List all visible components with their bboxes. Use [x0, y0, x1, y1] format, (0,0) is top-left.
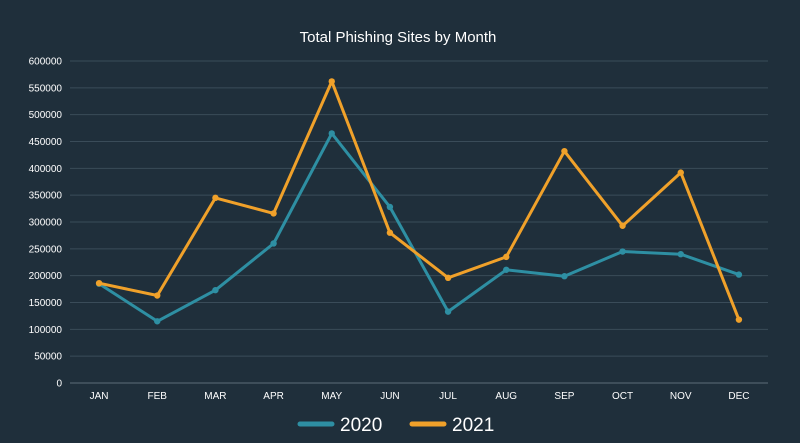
data-point	[270, 210, 277, 217]
x-axis-ticks: JAN FEB MAR APR MAY JUN JUL AUG SEP OCT NOV DEC	[90, 391, 750, 402]
x-tick-label: NOV	[670, 391, 692, 402]
data-point	[212, 286, 219, 294]
data-point	[735, 316, 743, 323]
y-tick-label: 50000	[34, 352, 62, 363]
x-tick-label: MAR	[204, 391, 226, 402]
y-axis-ticks: 0 50000 100000 150000 200000 250000 300000 3500…	[29, 57, 63, 390]
x-tick-label: JAN	[90, 391, 109, 402]
data-point	[503, 253, 510, 261]
series-layer	[95, 78, 743, 325]
y-tick-label: 500000	[29, 110, 63, 121]
series-line-2020	[97, 131, 741, 323]
data-point	[444, 274, 452, 282]
x-tick-label: JUN	[380, 391, 399, 402]
series-line-2021	[97, 79, 741, 322]
x-tick-label: OCT	[612, 391, 633, 402]
data-point	[677, 251, 684, 258]
legend-label: 2021	[452, 415, 494, 436]
data-point	[735, 271, 743, 278]
x-tick-label: DEC	[728, 391, 749, 402]
data-point	[95, 279, 103, 287]
y-tick-label: 600000	[29, 57, 63, 68]
data-point	[386, 203, 394, 211]
x-tick-label: MAY	[321, 391, 342, 402]
series-2021	[95, 78, 743, 323]
legend-item-2021: 2021	[409, 415, 494, 436]
data-point	[561, 273, 568, 280]
data-point	[328, 130, 335, 137]
y-tick-label: 300000	[29, 218, 63, 229]
legend-item-2020: 2020	[297, 415, 382, 436]
data-point	[328, 78, 335, 85]
x-tick-label: SEP	[554, 391, 574, 402]
data-point	[619, 222, 626, 229]
data-point	[154, 292, 161, 299]
y-tick-label: 450000	[29, 137, 63, 148]
y-tick-label: 100000	[29, 325, 63, 336]
series-2020	[95, 130, 743, 325]
legend-label: 2020	[340, 415, 382, 436]
data-point	[270, 240, 277, 247]
y-tick-label: 350000	[29, 191, 63, 202]
y-tick-label: 550000	[29, 83, 63, 94]
y-tick-label: 250000	[29, 244, 63, 255]
grid-layer	[70, 60, 768, 384]
data-point	[154, 318, 161, 325]
data-point	[503, 266, 510, 273]
y-tick-label: 200000	[29, 271, 63, 282]
x-tick-label: FEB	[148, 391, 168, 402]
legend: 2020 2021	[297, 415, 494, 436]
data-point	[212, 194, 219, 202]
data-point	[444, 308, 452, 315]
x-tick-label: APR	[263, 391, 284, 402]
x-tick-label: AUG	[495, 391, 517, 402]
data-point	[677, 169, 684, 176]
data-point	[386, 229, 394, 236]
x-tick-label: JUL	[439, 391, 457, 402]
y-tick-label: 0	[56, 379, 62, 390]
y-tick-label: 150000	[29, 298, 63, 309]
data-point	[561, 147, 568, 155]
chart-title: Total Phishing Sites by Month	[300, 29, 497, 46]
y-tick-label: 400000	[29, 164, 63, 175]
data-point	[619, 248, 626, 255]
